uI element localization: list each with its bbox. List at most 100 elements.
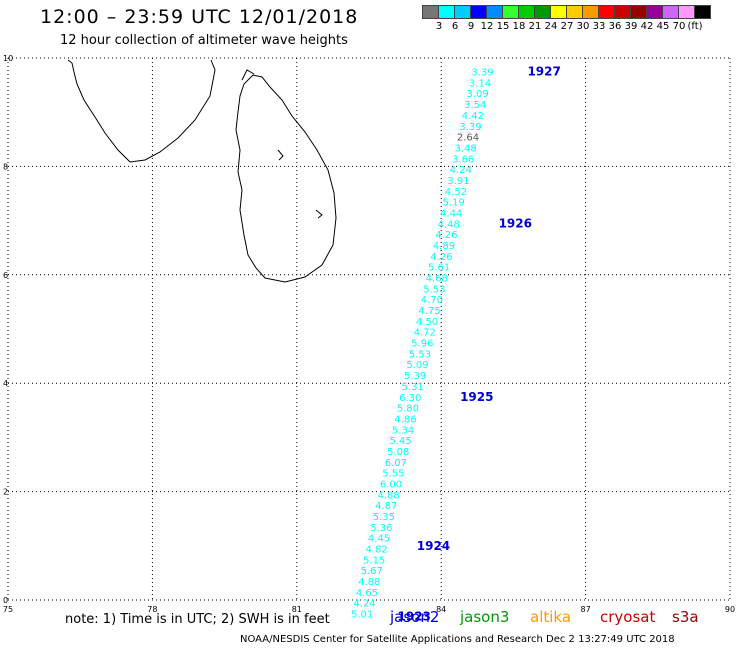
color-scale-label: 45 bbox=[656, 21, 670, 32]
satellite-s3a: s3a bbox=[672, 608, 699, 626]
x-tick-label: 90 bbox=[725, 605, 735, 614]
wave-height-value: 4.26 bbox=[430, 252, 452, 263]
color-scale-label: 3 bbox=[435, 21, 443, 32]
wave-height-value: 4.50 bbox=[416, 317, 438, 328]
wave-height-value: 5.31 bbox=[402, 382, 424, 393]
wave-height-value: 5.53 bbox=[423, 284, 445, 295]
satellite-jason3: jason3 bbox=[460, 608, 510, 626]
credit: NOAA/NESDIS Center for Satellite Applica… bbox=[240, 634, 675, 645]
wave-height-value: 5.35 bbox=[373, 512, 395, 523]
wave-height-value: 5.36 bbox=[370, 523, 392, 534]
sri-lanka-coastline bbox=[67, 59, 337, 283]
wave-height-value: 2.64 bbox=[457, 133, 479, 144]
wave-height-value: 4.42 bbox=[462, 111, 484, 122]
x-tick-label: 84 bbox=[436, 605, 446, 614]
wave-height-value: 6.30 bbox=[399, 393, 421, 404]
wave-height-value: 3.91 bbox=[447, 176, 469, 187]
satellite-cryosat: cryosat bbox=[600, 608, 656, 626]
color-scale-swatches bbox=[422, 5, 711, 19]
pass-time-label: 1923 bbox=[398, 609, 431, 623]
pass-time-label: 1924 bbox=[417, 539, 450, 553]
wave-height-value: 4.26 bbox=[435, 230, 457, 241]
y-tick-label: 2 bbox=[3, 488, 8, 497]
y-tick-label: 8 bbox=[3, 162, 8, 171]
wave-height-value: 5.09 bbox=[406, 360, 428, 371]
color-scale-label: 15 bbox=[496, 21, 510, 32]
wave-height-value: 5.45 bbox=[390, 436, 412, 447]
wave-height-value: 6.00 bbox=[380, 479, 402, 490]
color-scale-label: 33 bbox=[592, 21, 606, 32]
coast-detail bbox=[277, 149, 284, 161]
x-tick-label: 87 bbox=[581, 605, 591, 614]
wave-height-value: 5.34 bbox=[392, 425, 414, 436]
color-scale: 3 6 9 12 15 18 21 24 27 30 33 36 39 42 45 70 (ft) bbox=[422, 5, 711, 35]
wave-height-value: 3.14 bbox=[469, 78, 491, 89]
wave-height-value: 5.55 bbox=[382, 469, 404, 480]
india-coastline bbox=[67, 59, 216, 163]
wave-height-value: 5.39 bbox=[404, 371, 426, 382]
altimeter-track: 3.393.143.093.544.423.392.643.483.664.24… bbox=[351, 68, 494, 621]
wave-height-value: 3.39 bbox=[459, 122, 481, 133]
wave-height-value: 4.89 bbox=[433, 241, 455, 252]
color-scale-label: 21 bbox=[528, 21, 542, 32]
coast-detail bbox=[241, 69, 255, 81]
pass-time-label: 1927 bbox=[527, 65, 560, 79]
color-scale-label: 36 bbox=[608, 21, 622, 32]
y-tick-label: 0 bbox=[3, 596, 8, 605]
x-axis-ticks: 75 78 81 84 87 90 bbox=[3, 605, 735, 614]
color-scale-label: 39 bbox=[624, 21, 638, 32]
color-scale-label: 27 bbox=[560, 21, 574, 32]
wave-height-value: 5.80 bbox=[397, 404, 419, 415]
map-grid bbox=[7, 57, 731, 601]
time-labels: 1927 1926 1925 1924 1923 bbox=[398, 65, 561, 624]
wave-height-value: 3.54 bbox=[464, 100, 486, 111]
wave-height-value: 5.19 bbox=[442, 198, 464, 209]
note: note: 1) Time is in UTC; 2) SWH is in fe… bbox=[65, 612, 330, 627]
wave-height-value: 3.09 bbox=[467, 89, 489, 100]
wave-height-value: 5.08 bbox=[387, 447, 409, 458]
color-scale-label: 6 bbox=[451, 21, 459, 32]
y-axis-ticks: 0 2 4 6 8 10 bbox=[3, 54, 13, 605]
wave-height-value: 5.67 bbox=[361, 566, 383, 577]
color-scale-label: 24 bbox=[544, 21, 558, 32]
x-tick-label: 78 bbox=[147, 605, 157, 614]
color-scale-labels: 3 6 9 12 15 18 21 24 27 30 33 36 39 42 45 70 (ft) bbox=[422, 21, 710, 35]
wave-height-value: 4.72 bbox=[414, 328, 436, 339]
pass-time-label: 1926 bbox=[499, 216, 532, 230]
wave-height-value: 4.45 bbox=[368, 534, 390, 545]
wave-height-value: 4.88 bbox=[377, 490, 399, 501]
color-scale-label: 12 bbox=[480, 21, 494, 32]
wave-height-value: 4.87 bbox=[375, 501, 397, 512]
y-tick-label: 6 bbox=[3, 271, 8, 280]
wave-height-value: 4.86 bbox=[394, 414, 416, 425]
color-scale-label: 70 bbox=[672, 21, 686, 32]
y-tick-label: 10 bbox=[3, 54, 13, 63]
wave-height-value: 4.52 bbox=[445, 187, 467, 198]
wave-height-value: 3.48 bbox=[454, 143, 476, 154]
wave-height-value: 4.44 bbox=[440, 208, 462, 219]
title: 12:00 – 23:59 UTC 12/01/2018 bbox=[40, 6, 359, 28]
sri-lanka-island bbox=[235, 74, 337, 283]
color-scale-label: 9 bbox=[467, 21, 475, 32]
subtitle: 12 hour collection of altimeter wave hei… bbox=[60, 33, 348, 48]
x-tick-label: 81 bbox=[292, 605, 302, 614]
color-scale-label: (ft) bbox=[687, 21, 703, 32]
coast-detail bbox=[315, 209, 323, 219]
wave-height-value: 5.61 bbox=[428, 263, 450, 274]
color-scale-label: 42 bbox=[640, 21, 654, 32]
wave-height-value: 4.82 bbox=[365, 545, 387, 556]
wave-height-value: 4.88 bbox=[358, 577, 380, 588]
wave-height-value: 4.48 bbox=[438, 219, 460, 230]
color-swatch bbox=[694, 5, 711, 19]
x-tick-label: 75 bbox=[3, 605, 13, 614]
wave-height-value: 5.53 bbox=[409, 349, 431, 360]
wave-height-value: 4.75 bbox=[418, 306, 440, 317]
wave-height-value: 6.07 bbox=[385, 458, 407, 469]
wave-height-value: 5.15 bbox=[363, 555, 385, 566]
wave-height-value: 5.01 bbox=[351, 610, 373, 621]
wave-height-value: 4.68 bbox=[426, 274, 448, 285]
y-tick-label: 4 bbox=[3, 379, 8, 388]
wave-height-value: 4.24 bbox=[353, 599, 375, 610]
wave-height-value: 4.65 bbox=[356, 588, 378, 599]
